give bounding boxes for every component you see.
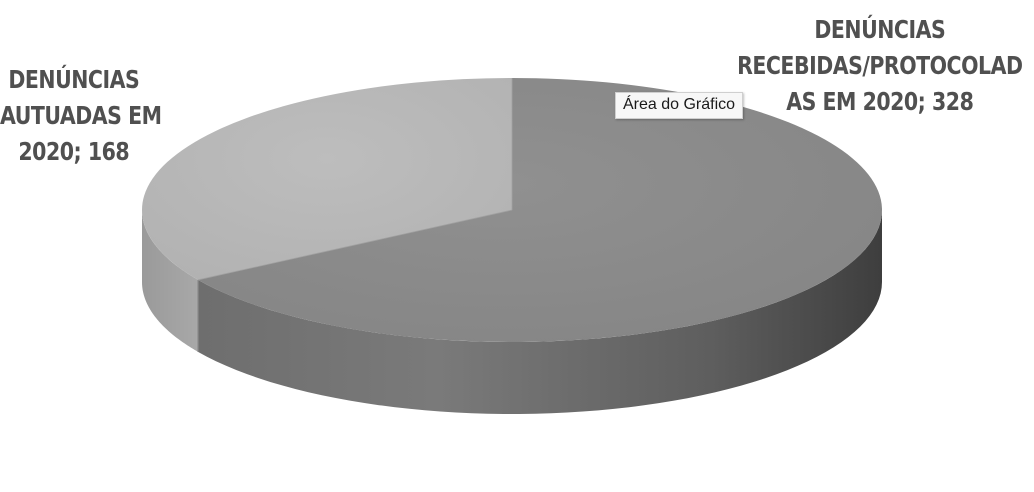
slice-top-0: [198, 78, 883, 342]
slice-label-received-line-3: AS EM 2020; 328: [786, 87, 974, 116]
slice-top-1: [142, 78, 512, 280]
slice-label-filed: DENÚNCIAS AUTUADAS EM 2020; 168: [0, 62, 162, 170]
slice-label-received: DENÚNCIAS RECEBIDAS/PROTOCOLAD AS EM 202…: [724, 12, 1034, 120]
slice-side-0: [198, 210, 882, 414]
slice-label-filed-line-3: 2020; 168: [18, 137, 130, 166]
slice-label-received-line-1: DENÚNCIAS: [814, 15, 946, 44]
slice-label-filed-line-1: DENÚNCIAS: [8, 65, 140, 94]
slice-separator-1: [197, 209, 513, 281]
slice-side-1: [142, 210, 198, 352]
slice-label-filed-line-2: AUTUADAS EM: [0, 101, 162, 130]
slice-label-received-line-2: RECEBIDAS/PROTOCOLAD: [737, 51, 1023, 80]
chart-area-tooltip: Área do Gráfico: [615, 92, 744, 119]
